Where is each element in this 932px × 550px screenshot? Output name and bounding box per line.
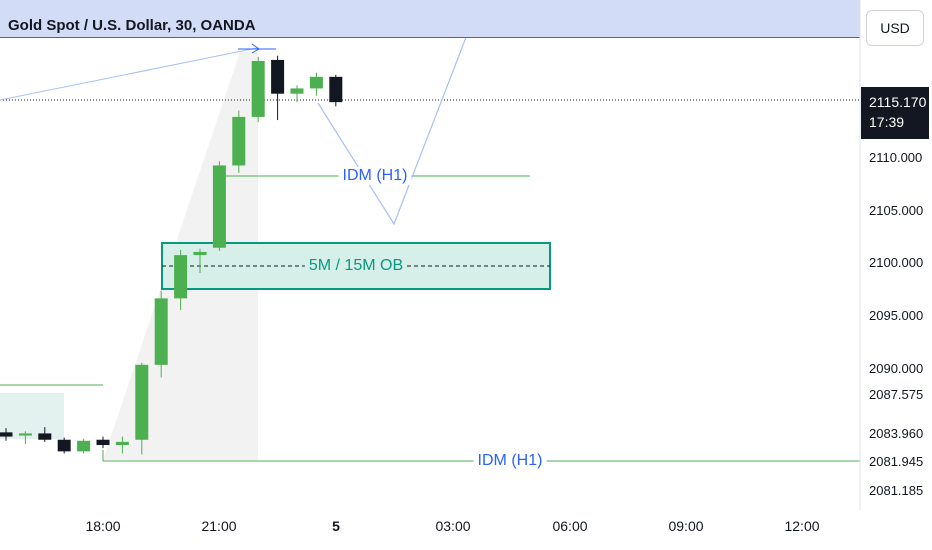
x-tick-label: 21:00 [201, 518, 237, 534]
y-tick-label: 2095.000 [869, 308, 924, 323]
y-tick-label: 2081.185 [869, 483, 924, 498]
x-tick-label: 12:00 [784, 518, 820, 534]
symbol-title[interactable]: Gold Spot / U.S. Dollar, 30, OANDA [8, 17, 256, 34]
consolidation-zone [0, 393, 64, 439]
y-tick-label: 2110.000 [869, 150, 923, 165]
candlestick-series [0, 55, 343, 455]
candle-body-up [135, 364, 149, 440]
x-tick-label: 03:00 [435, 518, 471, 534]
candle-body-up [115, 441, 129, 446]
currency-button[interactable]: USD [866, 10, 924, 46]
last-price-tag: 2115.170 17:39 [861, 87, 929, 139]
candle-body-up [212, 165, 226, 248]
chart-background-shapes [0, 20, 860, 462]
y-tick-label: 2087.575 [869, 387, 924, 402]
upper-trendline [0, 47, 258, 101]
x-tick-label: 09:00 [668, 518, 704, 534]
y-tick-label: 2090.000 [869, 361, 924, 376]
candle-body-down [0, 432, 13, 437]
x-tick-label: 5 [332, 518, 340, 534]
candle-body-up [232, 116, 246, 166]
candle-body-up [251, 60, 265, 117]
x-tick-label: 18:00 [85, 518, 121, 534]
candle-body-down [271, 59, 285, 94]
candle-body-up [174, 255, 188, 299]
y-tick-label: 2083.960 [869, 426, 924, 441]
candle-body-up [154, 298, 168, 365]
candle-body-down [38, 433, 52, 440]
candle-body-up [193, 251, 207, 256]
candle-body-up [18, 433, 32, 436]
candle-body-down [329, 76, 343, 103]
candle-body-down [57, 439, 71, 452]
candle-countdown: 17:39 [869, 114, 905, 130]
order-block-label[interactable]: 5M / 15M OB [304, 257, 408, 275]
candle-body-up [77, 440, 91, 452]
idm-upper-label[interactable]: IDM (H1) [338, 167, 412, 185]
candle-body-up [309, 76, 323, 89]
header-band [0, 0, 860, 37]
y-tick-label: 2081.945 [869, 454, 924, 469]
high-marker-arrow-icon [251, 43, 260, 54]
idm-lower-label[interactable]: IDM (H1) [473, 452, 547, 470]
projection-path [317, 26, 471, 226]
y-tick-label: 2105.000 [869, 203, 924, 218]
last-price-value: 2115.170 [869, 94, 927, 110]
x-tick-label: 06:00 [552, 518, 588, 534]
candle-body-up [290, 88, 304, 94]
y-tick-label: 2100.000 [869, 255, 924, 270]
candle-body-down [96, 439, 110, 446]
